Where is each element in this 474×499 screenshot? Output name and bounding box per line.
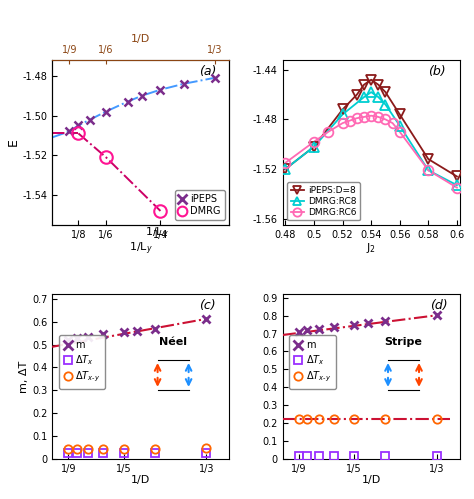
X-axis label: J$_2$: J$_2$: [366, 241, 376, 255]
Legend: m, $\Delta T_x$, $\Delta T_{x\text{-}y}$: m, $\Delta T_x$, $\Delta T_{x\text{-}y}$: [59, 335, 105, 389]
X-axis label: 1/D: 1/D: [131, 34, 150, 44]
Y-axis label: m, ΔT: m, ΔT: [19, 360, 29, 393]
Text: Stripe: Stripe: [384, 337, 422, 347]
Legend: m, $\Delta T_x$, $\Delta T_{x\text{-}y}$: m, $\Delta T_x$, $\Delta T_{x\text{-}y}$: [289, 335, 336, 389]
X-axis label: 1/L$_y$: 1/L$_y$: [129, 241, 153, 257]
Legend: iPEPS:D=8, DMRG:RC8, DMRG:RC6: iPEPS:D=8, DMRG:RC8, DMRG:RC6: [287, 183, 360, 221]
Text: (d): (d): [429, 299, 447, 312]
Legend: iPEPS, DMRG: iPEPS, DMRG: [174, 190, 225, 220]
Y-axis label: E: E: [6, 138, 19, 146]
Text: (b): (b): [428, 65, 446, 78]
Text: Néel: Néel: [159, 337, 187, 347]
Text: 1/L$_y$: 1/L$_y$: [145, 226, 168, 242]
X-axis label: 1/D: 1/D: [362, 476, 381, 486]
Text: (c): (c): [199, 299, 216, 312]
Text: (a): (a): [199, 65, 217, 78]
X-axis label: 1/D: 1/D: [131, 476, 150, 486]
